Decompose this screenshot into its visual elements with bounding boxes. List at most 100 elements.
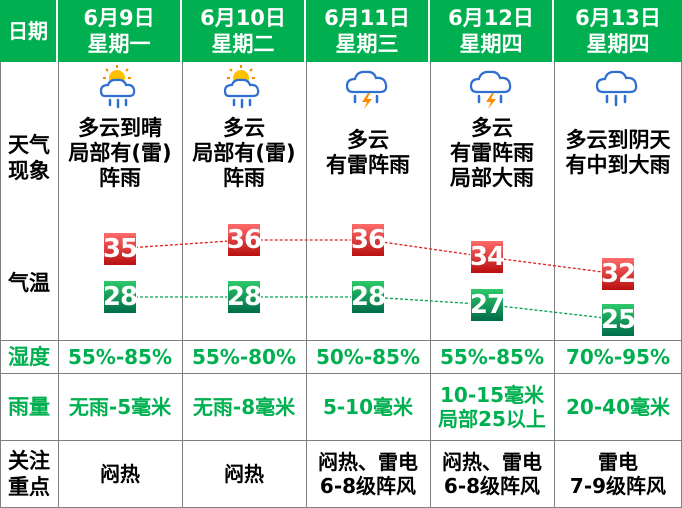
focus-value: 闷热	[100, 461, 140, 486]
header-day-weekday: 星期四	[586, 32, 650, 56]
focus-value: 6-8级阵风	[319, 473, 417, 498]
weather-line: 局部大雨	[450, 166, 534, 190]
humidity-cell: 55%-80%	[182, 340, 306, 373]
temperature-label-text: 气温	[8, 271, 50, 295]
weather-line: 局部有(雷)	[192, 141, 296, 165]
low-temperature-badge: 28	[226, 280, 262, 314]
rain-value: 无雨-8毫米	[192, 394, 296, 419]
low-temperature-badge: 28	[350, 280, 386, 314]
low-temperature-badge: 28	[102, 280, 138, 314]
weather-label-line: 天气	[8, 133, 50, 157]
rain-value: 5-10毫米	[322, 394, 414, 419]
partly-cloudy-rain-icon	[99, 65, 136, 109]
weather-line: 局部有(雷)	[68, 141, 172, 165]
high-temperature-badge: 36	[350, 223, 386, 257]
grid-line	[0, 440, 682, 441]
humidity-cell: 70%-95%	[554, 340, 682, 373]
rain-label: 雨量	[0, 373, 58, 440]
rain-value: 20-40毫米	[566, 394, 670, 419]
focus-label-line: 关注	[8, 448, 50, 473]
humidity-label: 湿度	[0, 340, 58, 373]
header-day-date: 6月11日	[324, 6, 410, 30]
thunderstorm-icon	[345, 70, 388, 109]
grid-line	[58, 62, 59, 508]
header-day-weekday: 星期三	[335, 32, 399, 56]
humidity-label-text: 湿度	[8, 344, 50, 369]
header-day-5: 6月13日 星期四	[554, 0, 682, 62]
grid-line	[554, 62, 555, 508]
focus-value: 闷热、雷电	[442, 449, 542, 474]
humidity-value: 50%-85%	[315, 344, 421, 369]
rain-cell: 无雨-8毫米	[182, 373, 306, 440]
high-temperature-badge: 35	[102, 231, 138, 266]
weather-line: 多云到晴	[78, 116, 162, 140]
temperature-label: 气温	[0, 268, 58, 298]
high-temperature-badge: 36	[226, 223, 262, 257]
focus-cell: 闷热、雷电 6-8级阵风	[306, 440, 430, 507]
rain-cell: 无雨-5毫米	[58, 373, 182, 440]
grid-line	[182, 62, 183, 508]
header-date-label-text: 日期	[8, 19, 48, 43]
rain-value: 局部25以上	[438, 406, 546, 431]
header-day-weekday: 星期四	[459, 32, 523, 56]
focus-value: 6-8级阵风	[443, 473, 541, 498]
weather-label-line: 现象	[8, 159, 50, 183]
weather-desc: 多云 有雷阵雨 局部大雨	[430, 116, 554, 196]
focus-cell: 闷热	[182, 440, 306, 507]
weather-line: 有雷阵雨	[450, 141, 534, 165]
focus-value: 闷热、雷电	[318, 449, 418, 474]
header-day-weekday: 星期一	[87, 32, 151, 56]
focus-label-line: 重点	[8, 474, 50, 499]
header-day-4: 6月12日 星期四	[430, 0, 554, 62]
weather-line: 多云到阴天	[565, 128, 671, 152]
humidity-cell: 50%-85%	[306, 340, 430, 373]
rain-icon	[595, 70, 638, 107]
partly-cloudy-rain-icon	[223, 65, 260, 109]
header-day-date: 6月13日	[575, 6, 661, 30]
header-day-1: 6月9日 星期一	[58, 0, 182, 62]
weather-line: 阵雨	[223, 166, 265, 190]
focus-label: 关注 重点	[0, 440, 58, 507]
focus-cell: 闷热	[58, 440, 182, 507]
weather-line: 阵雨	[99, 166, 141, 190]
rain-label-text: 雨量	[8, 394, 50, 419]
weather-line: 多云	[223, 116, 265, 140]
temperature-trend-line	[119, 239, 619, 275]
humidity-cell: 55%-85%	[58, 340, 182, 373]
header-date-label: 日期	[0, 0, 58, 62]
high-temperature-badge: 34	[469, 240, 505, 274]
rain-value: 无雨-5毫米	[68, 394, 172, 419]
high-temperature-badge: 32	[600, 257, 636, 291]
grid-line	[306, 62, 307, 508]
focus-cell: 闷热、雷电 6-8级阵风	[430, 440, 554, 507]
weather-line: 有中到大雨	[565, 153, 671, 177]
focus-value: 7-9级阵风	[569, 473, 667, 498]
humidity-cell: 55%-85%	[430, 340, 554, 373]
rain-cell: 5-10毫米	[306, 373, 430, 440]
low-temperature-badge: 25	[600, 302, 636, 337]
weather-line: 多云	[347, 128, 389, 152]
weather-label: 天气 现象	[0, 130, 58, 186]
humidity-value: 55%-85%	[67, 344, 173, 369]
weather-desc: 多云到晴 局部有(雷) 阵雨	[58, 116, 182, 196]
rain-cell: 20-40毫米	[554, 373, 682, 440]
header-day-date: 6月9日	[83, 6, 155, 30]
grid-line	[430, 62, 431, 508]
rain-value: 10-15毫米	[440, 382, 544, 407]
header-day-date: 6月12日	[448, 6, 534, 30]
rain-cell: 10-15毫米 局部25以上	[430, 373, 554, 440]
header-day-date: 6月10日	[200, 6, 286, 30]
weather-line: 有雷阵雨	[326, 153, 410, 177]
header-day-2: 6月10日 星期二	[182, 0, 306, 62]
thunderstorm-icon	[469, 70, 512, 109]
grid-line	[0, 373, 682, 374]
grid-line	[0, 340, 682, 341]
weather-desc: 多云 有雷阵雨	[306, 128, 430, 208]
humidity-value: 55%-80%	[191, 344, 297, 369]
focus-value: 雷电	[598, 449, 638, 474]
weather-desc: 多云到阴天 有中到大雨	[554, 128, 682, 208]
focus-value: 闷热	[224, 461, 264, 486]
header-day-3: 6月11日 星期三	[306, 0, 430, 62]
humidity-value: 70%-95%	[565, 344, 671, 369]
